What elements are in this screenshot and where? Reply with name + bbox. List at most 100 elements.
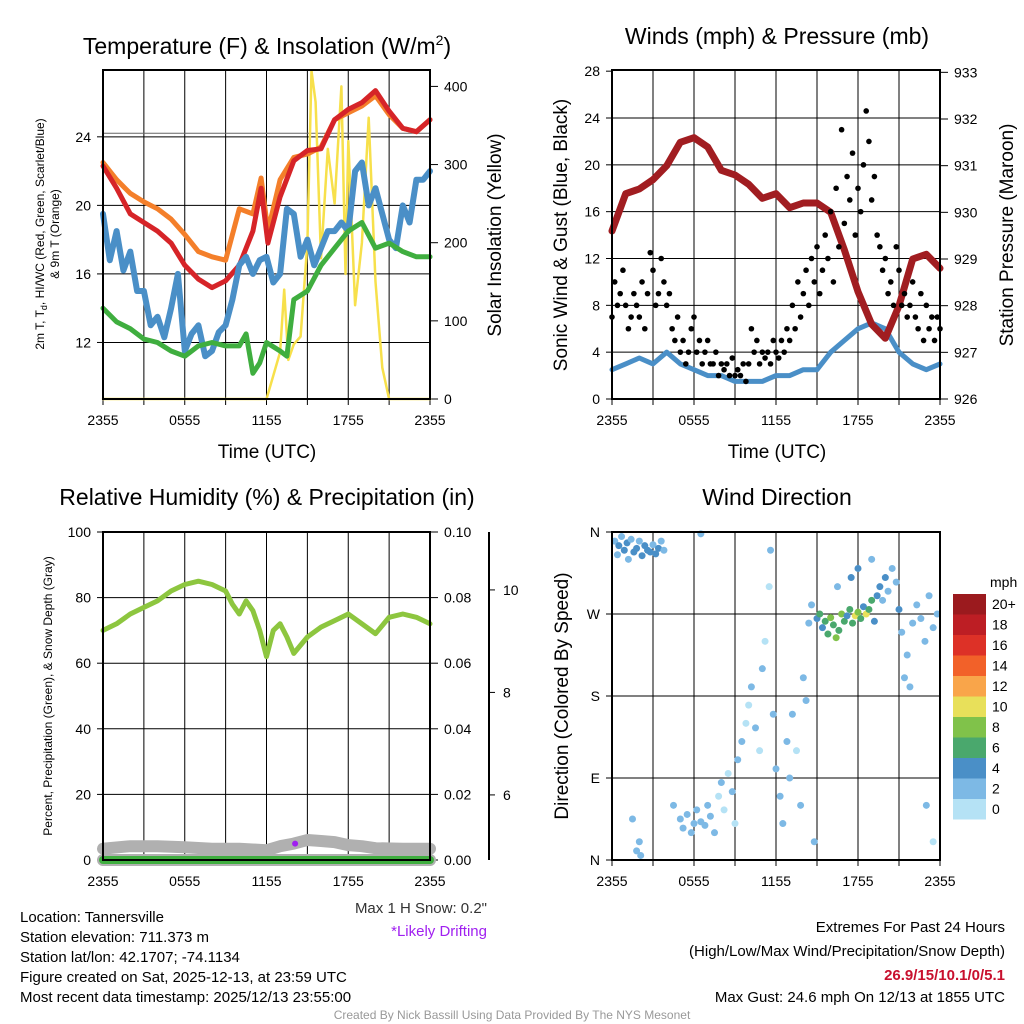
gust-point	[620, 267, 626, 274]
direction-point	[615, 542, 623, 550]
direction-point	[879, 596, 887, 604]
y2-tick-label: 930	[954, 204, 978, 220]
gust-point	[614, 302, 621, 309]
max-gust: Max Gust: 24.6 mph On 12/13 at 1855 UTC	[715, 989, 1005, 1006]
gust-point	[642, 325, 648, 332]
windchill-line	[100, 220, 433, 376]
max-snow-note: Max 1 H Snow: 0.2"	[355, 900, 487, 917]
y-tick-label: 40	[75, 721, 91, 737]
direction-point	[758, 665, 766, 673]
direction-point	[929, 838, 937, 846]
temp-xlabel: Time (UTC)	[218, 442, 317, 463]
direction-point	[868, 596, 876, 604]
x-tick-label: 2355	[87, 412, 118, 428]
legend-label: 8	[992, 719, 1000, 735]
gust-point	[754, 337, 760, 344]
legend-label: 2	[992, 781, 1000, 797]
gust-point	[806, 302, 812, 309]
gust-point	[857, 208, 864, 215]
legend-swatch	[953, 696, 986, 717]
gust-point	[871, 173, 878, 180]
gust-point	[901, 290, 908, 297]
gust-point	[672, 337, 678, 344]
y-tick-label: N	[590, 524, 600, 540]
x-tick-label: 2355	[924, 412, 955, 428]
direction-point	[687, 829, 695, 837]
x-tick-label: 1755	[842, 873, 873, 889]
gust-point	[718, 361, 725, 367]
winddir-chart-title: Wind Direction	[702, 484, 852, 510]
gust-point	[931, 337, 938, 344]
legend-swatch	[953, 635, 986, 656]
temperature-chart: 2355 0555 1155 1755 2355 12 16 20 24 0 100 200 300 40…	[75, 69, 468, 428]
gust-point	[879, 267, 886, 274]
gust-point	[885, 290, 891, 297]
dewpoint-line	[100, 159, 433, 360]
gust-point	[669, 325, 675, 332]
x-tick-label: 1155	[251, 412, 281, 428]
legend-label: 12	[992, 678, 1008, 694]
direction-point	[747, 683, 755, 691]
direction-point	[821, 617, 829, 625]
direction-point	[922, 801, 930, 809]
y-tick-label: 12	[584, 251, 600, 267]
y2-tick-label: 933	[954, 64, 978, 80]
gust-point	[680, 337, 686, 344]
gust-point	[929, 314, 935, 320]
extremes-title: Extremes For Past 24 Hours	[816, 919, 1005, 936]
gust-point	[830, 279, 837, 285]
gust-point	[688, 325, 695, 332]
y2-tick-label: 0.08	[444, 590, 471, 606]
direction-point	[679, 824, 687, 832]
x-tick-label: 2355	[414, 412, 445, 428]
direction-point	[715, 792, 723, 800]
gust-point	[737, 372, 744, 379]
direction-point	[799, 674, 807, 682]
direction-point	[898, 628, 906, 636]
gust-point	[877, 243, 883, 250]
winddir-ylabel: Direction (Colored By Speed)	[552, 572, 573, 819]
x-tick-label: 1755	[333, 412, 364, 428]
rh-chart-title: Relative Humidity (%) & Precipitation (i…	[59, 484, 474, 510]
gust-point	[836, 243, 842, 250]
gust-point	[625, 325, 632, 332]
direction-point	[742, 719, 750, 727]
y3-tick-label: 10	[503, 582, 519, 598]
gust-point	[863, 108, 869, 114]
winds-chart: 2355 0555 1155 1755 2355 0 4 8 12 16 20 24 28 926 927 9…	[584, 63, 977, 428]
direction-point	[832, 634, 840, 642]
direction-point	[779, 820, 787, 828]
y-tick-label: 8	[592, 297, 600, 313]
direction-point	[868, 555, 876, 563]
y2-tick-label: 0.06	[444, 655, 471, 671]
y-tick-label: 0	[592, 391, 600, 407]
y2-tick-label: 0.00	[444, 852, 471, 868]
direction-point	[734, 756, 742, 764]
gust-point	[849, 150, 856, 156]
gust-point	[685, 349, 692, 355]
direction-point	[892, 578, 900, 586]
gust-point	[732, 372, 738, 379]
x-tick-label: 2355	[596, 412, 627, 428]
legend-swatch	[953, 737, 986, 758]
gust-point	[726, 372, 733, 379]
gust-point	[633, 302, 640, 309]
direction-point	[838, 610, 846, 618]
sonic-wind-line	[609, 320, 943, 384]
gust-point	[825, 255, 831, 262]
direction-point	[900, 674, 908, 682]
gust-point	[770, 337, 777, 344]
y-tick-label: W	[587, 606, 601, 622]
gust-point	[710, 361, 716, 367]
direction-point	[788, 710, 796, 718]
direction-point	[724, 769, 732, 777]
y-tick-label: 20	[584, 157, 600, 173]
gust-point	[923, 302, 930, 309]
direction-point	[895, 605, 903, 613]
direction-point	[925, 592, 933, 600]
direction-point	[849, 619, 857, 627]
legend-swatch	[953, 676, 986, 697]
legend-label: 18	[992, 617, 1008, 633]
temp-2m-line	[100, 88, 433, 291]
